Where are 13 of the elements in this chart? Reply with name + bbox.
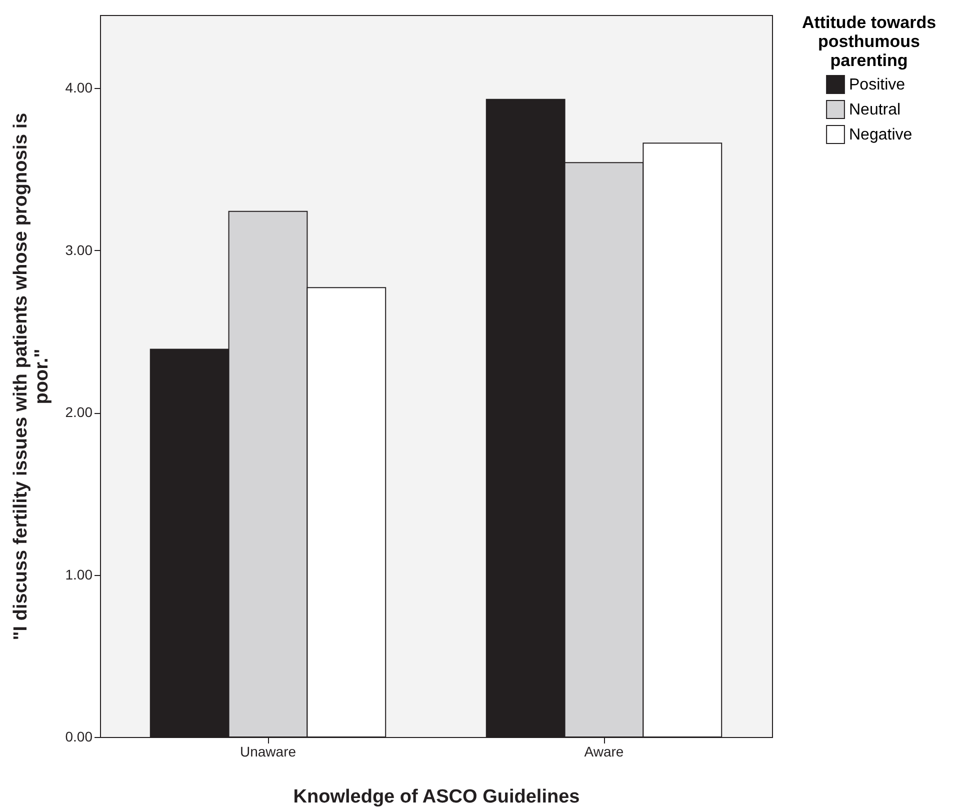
y-tick-label: 0.00: [65, 728, 93, 744]
y-tick-label: 4.00: [65, 80, 93, 96]
legend-label: Neutral: [849, 102, 901, 118]
y-tick-label: 2.00: [65, 404, 93, 420]
y-tick-label: 3.00: [65, 242, 93, 258]
y-tick-label: 1.00: [65, 566, 93, 582]
y-axis-title: "I discuss fertility issues with patients whose prognosis is poor.": [10, 112, 52, 640]
legend-title: Attitude towards posthumous parenting: [802, 13, 936, 70]
x-tick-label: Aware: [584, 744, 624, 760]
legend-label: Negative: [849, 126, 912, 144]
x-axis-title: Knowledge of ASCO Guidelines: [293, 786, 580, 808]
x-tick-label: Unaware: [240, 744, 296, 760]
legend-label: Positive: [849, 76, 906, 94]
